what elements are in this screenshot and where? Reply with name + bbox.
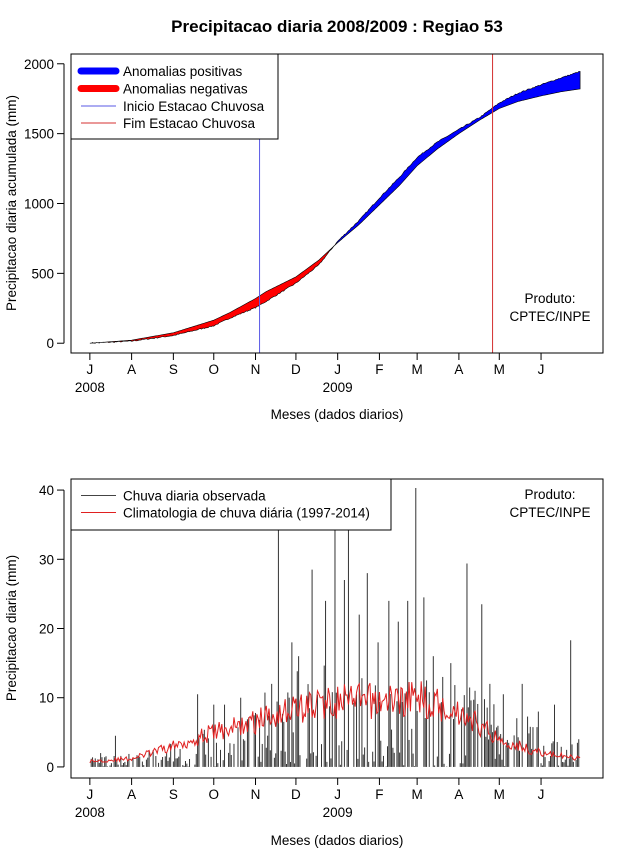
top-x-tick-label: J: [538, 362, 545, 377]
top-x-tick-label: N: [251, 362, 261, 377]
chart-title: Precipitacao diaria 2008/2009 : Regiao 5…: [171, 17, 503, 36]
bottom-annotation-cptec: CPTEC/INPE: [509, 505, 590, 520]
top-x-tick-label: M: [412, 362, 423, 377]
bottom-x-tick-label: S: [169, 787, 178, 802]
top-x-tick-label: M: [494, 362, 505, 377]
legend-label-positive: Anomalias positivas: [123, 64, 243, 79]
top-annotation-produto: Produto:: [524, 291, 575, 306]
bottom-y-tick-label: 20: [39, 622, 54, 637]
top-x-tick-label: F: [375, 362, 383, 377]
top-y-tick-label: 2000: [24, 57, 54, 72]
bottom-y-tick-label: 40: [39, 483, 54, 498]
top-x-tick-label: J: [334, 362, 341, 377]
top-y-axis-label: Precipitacao diaria acumulada (mm): [4, 95, 19, 311]
bottom-x-tick-label: J: [86, 787, 93, 802]
top-plot-frame: [70, 53, 604, 354]
bottom-y-tick-label: 0: [46, 760, 54, 775]
bottom-axes: J A S O N D J F M A M J 2008 2009 0 10 20 30 40: [39, 483, 544, 820]
bottom-x-tick-label: J: [334, 787, 341, 802]
legend-label-negative: Anomalias negativas: [123, 82, 248, 97]
positive-anomaly-area: [98, 342, 103, 344]
legend-label-observed: Chuva diaria observada: [123, 489, 266, 504]
legend-label-climatology: Climatologia de chuva diária (1997-2014): [123, 506, 370, 521]
bottom-x-tick-label: J: [538, 787, 545, 802]
top-x-axis-label: Meses (dados diarios): [271, 407, 404, 422]
bottom-x-tick-label: D: [291, 787, 301, 802]
top-y-tick-label: 1500: [24, 127, 54, 142]
bottom-x-tick-label: N: [251, 787, 261, 802]
top-legend: Anomalias positivas Anomalias negativas …: [70, 53, 279, 140]
legend-label-fim: Fim Estacao Chuvosa: [123, 116, 256, 131]
top-y-tick-label: 1000: [24, 197, 54, 212]
bottom-y-tick-label: 30: [39, 552, 54, 567]
bottom-y-axis-label: Precipitacao diaria (mm): [4, 555, 19, 701]
daily-precipitation-chart: J A S O N D J F M A M J 2008 2009 0 10 20 30 40 Meses (dad…: [4, 478, 604, 848]
bottom-legend: Chuva diaria observada Climatologia de c…: [70, 478, 392, 531]
bottom-x-tick-label: O: [209, 787, 220, 802]
top-axes: J A S O N D J F M A M J 2008 2009 0 500 1000 1500 2000: [24, 57, 544, 395]
bottom-annotation-produto: Produto:: [524, 487, 575, 502]
top-x-tick-label: J: [86, 362, 93, 377]
bottom-year-label: 2008: [75, 805, 105, 820]
top-year-label: 2008: [75, 380, 105, 395]
top-x-tick-label: S: [169, 362, 178, 377]
bottom-year-label: 2009: [323, 805, 353, 820]
bottom-x-tick-label: M: [412, 787, 423, 802]
legend-label-inicio: Inicio Estacao Chuvosa: [123, 99, 265, 114]
bottom-x-axis-label: Meses (dados diarios): [271, 833, 404, 848]
top-y-tick-label: 0: [46, 336, 54, 351]
bottom-plot-marks: [89, 487, 581, 767]
cumulative-precipitation-chart: Precipitacao diaria 2008/2009 : Regiao 5…: [4, 17, 604, 422]
top-year-label: 2009: [323, 380, 353, 395]
top-x-tick-label: A: [127, 362, 136, 377]
top-x-tick-label: D: [291, 362, 301, 377]
bottom-y-tick-label: 10: [39, 691, 54, 706]
climatology-line: [89, 681, 581, 764]
positive-anomaly-area: [333, 71, 581, 248]
bottom-x-tick-label: M: [494, 787, 505, 802]
top-x-tick-label: O: [209, 362, 220, 377]
bottom-legend-box: [70, 478, 392, 531]
negative-anomaly-area: [101, 245, 334, 343]
top-annotation-cptec: CPTEC/INPE: [509, 309, 590, 324]
top-x-tick-label: A: [454, 362, 463, 377]
negative-anomaly-area: [92, 342, 96, 344]
bottom-x-tick-label: A: [454, 787, 463, 802]
bottom-x-tick-label: A: [127, 787, 136, 802]
bottom-x-tick-label: F: [375, 787, 383, 802]
top-y-tick-label: 500: [31, 266, 54, 281]
